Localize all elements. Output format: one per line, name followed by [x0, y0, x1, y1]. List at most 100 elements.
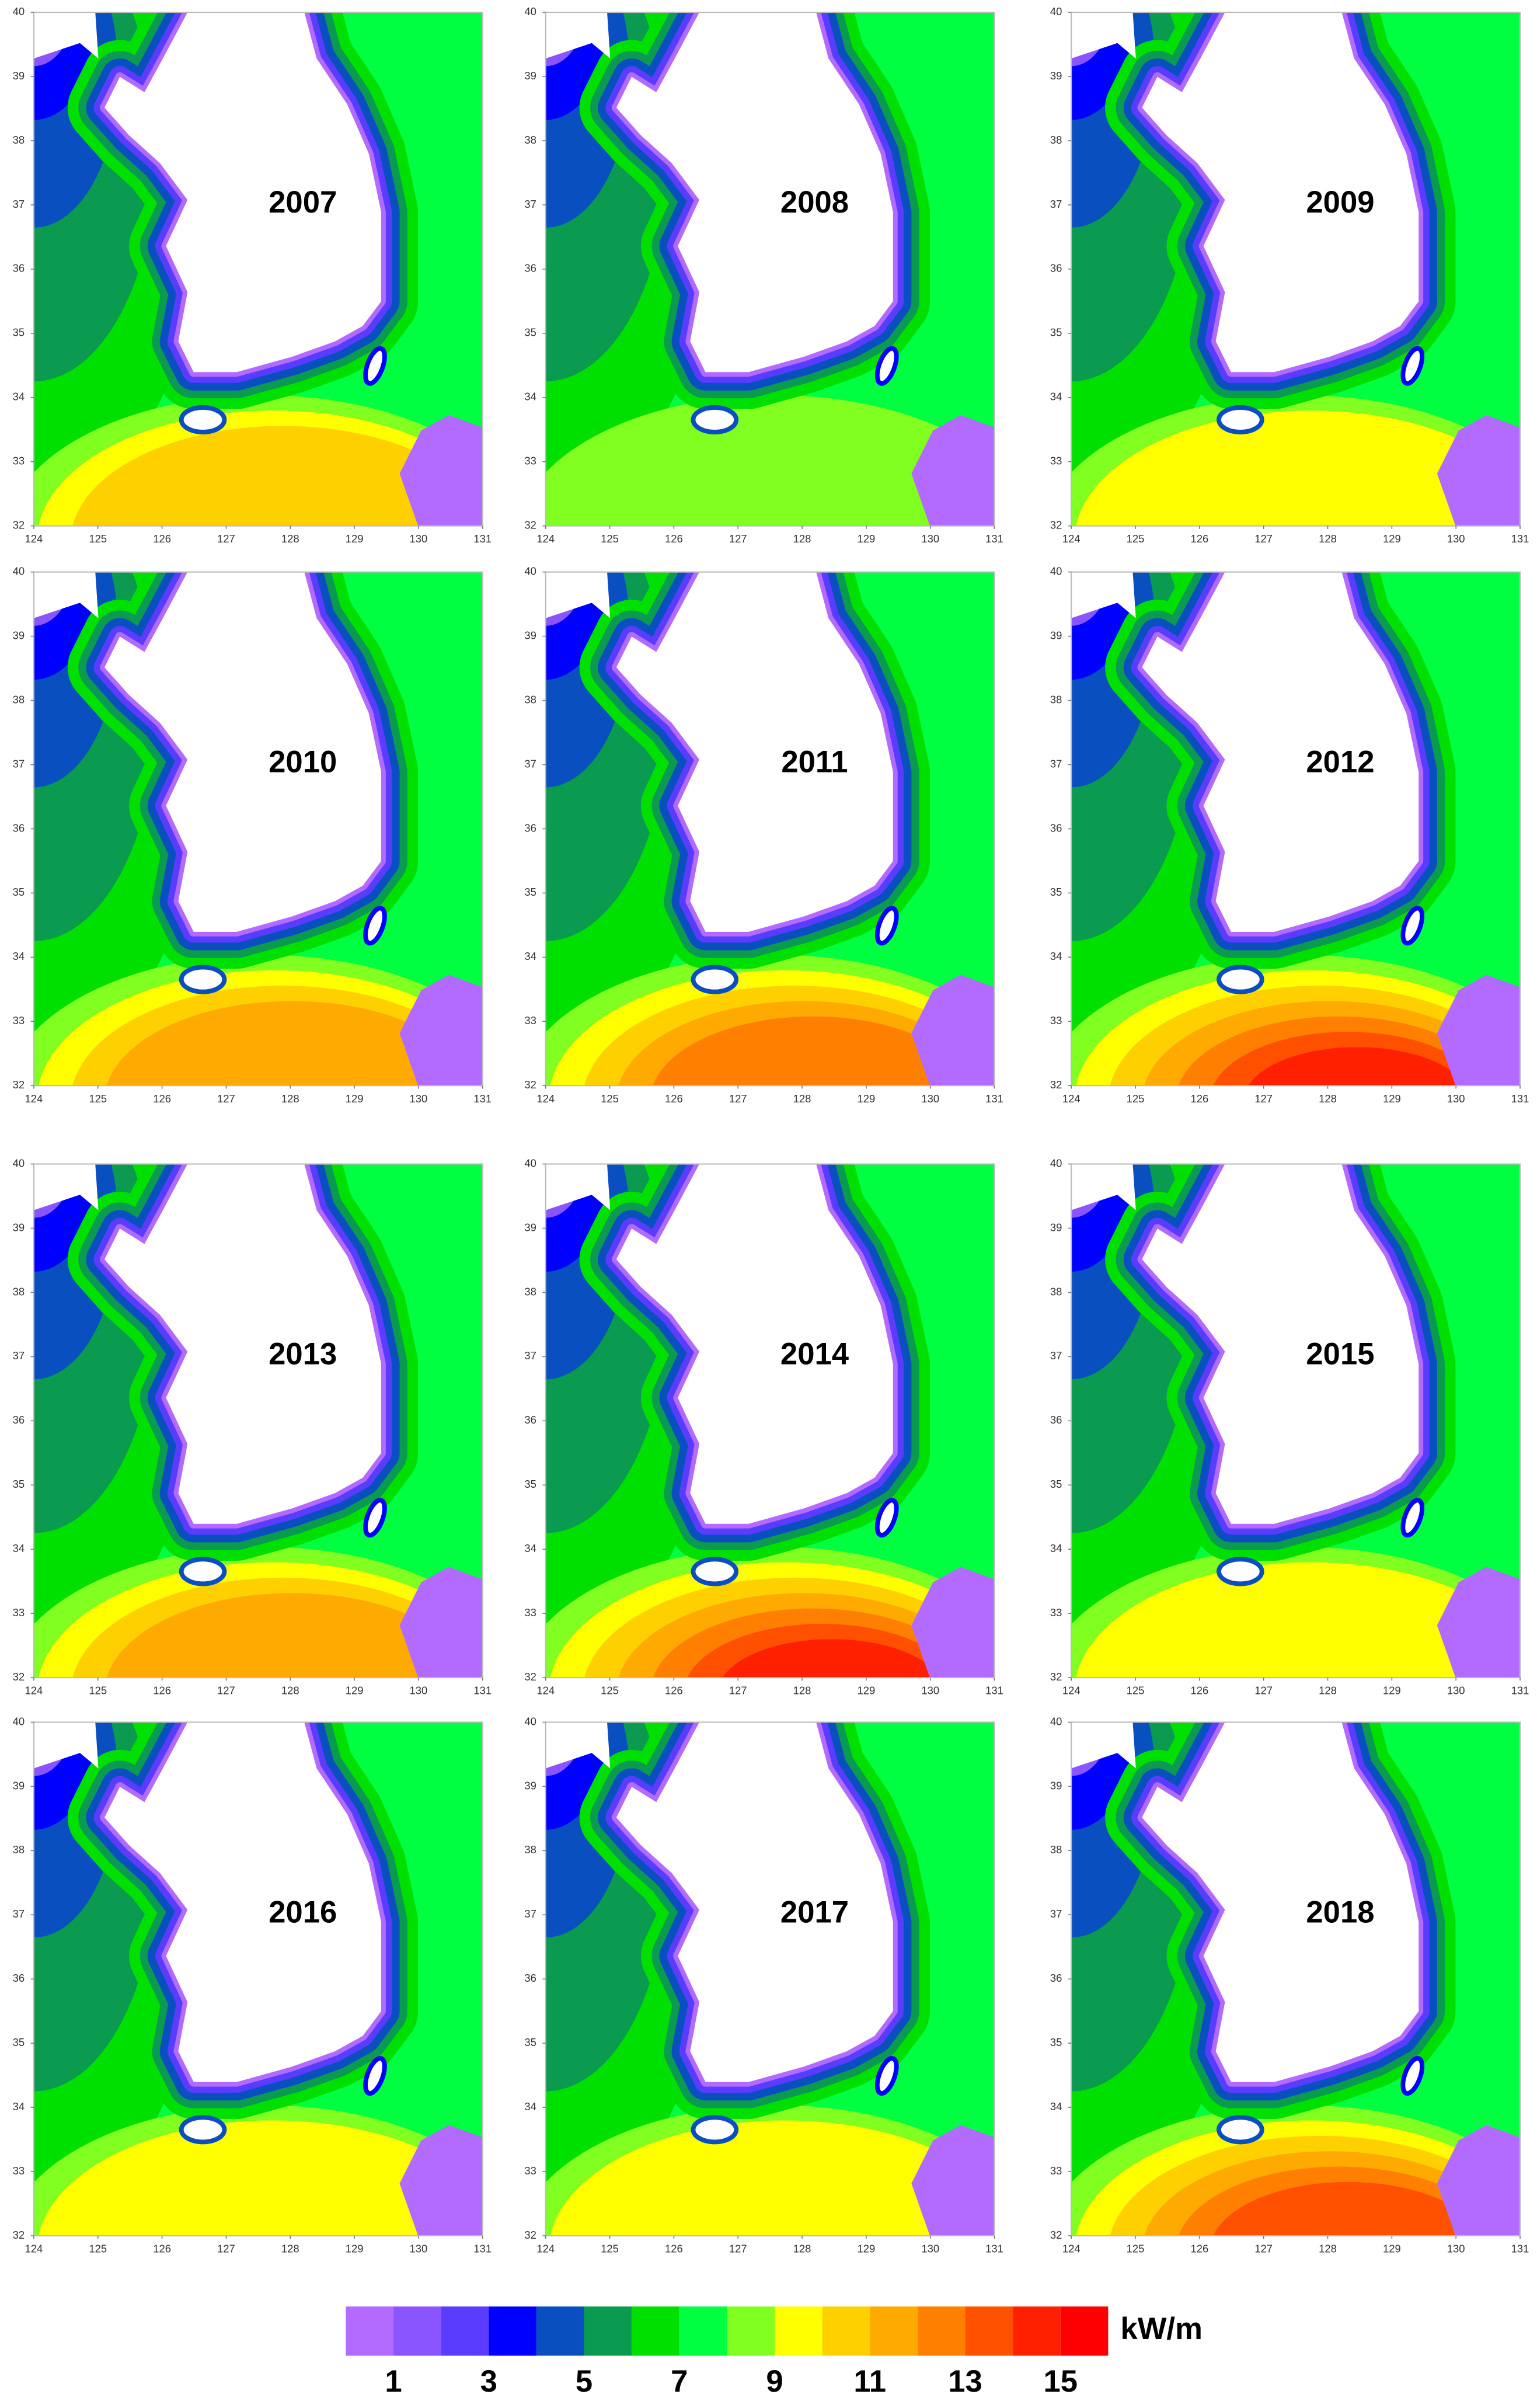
y-tick-label: 38	[524, 1843, 536, 1856]
x-tick-label: 128	[281, 2243, 299, 2255]
x-tick-label: 129	[858, 533, 876, 545]
x-tick-label: 128	[793, 1685, 811, 1697]
colorbar-swatch	[441, 2306, 489, 2356]
map-field	[1071, 572, 1521, 1086]
x-tick-label: 124	[1062, 1685, 1081, 1697]
contour-band	[1248, 1047, 1466, 1086]
y-tick-label: 36	[1050, 1414, 1062, 1426]
x-tick-label: 125	[601, 2243, 619, 2255]
x-tick-label: 129	[346, 533, 364, 545]
y-tick-label: 38	[1050, 134, 1062, 146]
y-tick-label: 39	[1050, 1221, 1062, 1233]
y-tick-label: 34	[524, 1542, 536, 1554]
island	[691, 965, 739, 994]
x-tick-label: 129	[858, 2243, 876, 2255]
y-tick-label: 38	[13, 1843, 25, 1856]
y-tick-label: 38	[1050, 1843, 1062, 1856]
y-tick-label: 32	[13, 2229, 25, 2241]
y-tick-label: 36	[13, 262, 25, 274]
y-tick-label: 33	[524, 2165, 536, 2177]
land	[616, 12, 893, 373]
y-tick-label: 32	[13, 1671, 25, 1683]
y-tick-label: 37	[524, 198, 536, 210]
island	[179, 2115, 227, 2145]
y-tick-label: 37	[13, 1908, 25, 1920]
y-tick-label: 38	[13, 134, 25, 146]
colorbar-swatch	[584, 2306, 632, 2356]
colorbar-swatch	[727, 2306, 775, 2356]
land	[616, 1164, 893, 1524]
island	[874, 2056, 899, 2096]
island	[1400, 906, 1425, 946]
y-tick-label: 33	[13, 1014, 25, 1026]
map-panel: 2018 124 125 126 127 128 129 130 131 32 33 34 35 36 37…	[1050, 1715, 1529, 2255]
colorbar-swatch	[917, 2306, 966, 2356]
land	[545, 12, 611, 59]
colorbar-swatch	[489, 2306, 536, 2356]
y-tick-label: 37	[1050, 198, 1062, 210]
colorbar-label: 1	[385, 2364, 402, 2399]
coastal-band	[911, 415, 995, 526]
island	[1217, 1557, 1264, 1586]
island	[179, 1557, 227, 1586]
x-tick-label: 126	[665, 1092, 683, 1105]
y-tick-label: 32	[524, 519, 536, 531]
x-tick-label: 130	[921, 533, 939, 545]
x-tick-label: 129	[1383, 533, 1401, 545]
y-tick-label: 32	[1050, 519, 1062, 531]
y-tick-label: 38	[1050, 693, 1062, 705]
y-tick-label: 40	[1050, 1715, 1062, 1727]
island	[363, 906, 387, 946]
year-label: 2010	[269, 745, 337, 780]
x-tick-label: 125	[1127, 2243, 1145, 2255]
y-tick-label: 40	[524, 565, 536, 577]
x-tick-label: 128	[1319, 1685, 1337, 1697]
y-tick-label: 35	[13, 1478, 25, 1490]
y-tick-label: 36	[524, 822, 536, 834]
y-tick-label: 40	[13, 565, 25, 577]
map-field	[545, 1722, 995, 2236]
x-tick-label: 128	[793, 533, 811, 545]
coastal-band	[911, 1567, 995, 1678]
year-label: 2016	[269, 1895, 337, 1930]
x-tick-label: 129	[858, 1092, 876, 1105]
y-tick-label: 37	[1050, 1349, 1062, 1362]
map-field	[545, 12, 995, 526]
year-label: 2013	[269, 1337, 337, 1372]
colorbar-swatch	[870, 2306, 918, 2356]
island	[691, 2115, 739, 2145]
y-tick-label: 39	[13, 629, 25, 641]
x-tick-label: 126	[1190, 2243, 1208, 2255]
island	[363, 1498, 387, 1538]
x-tick-label: 130	[1447, 533, 1465, 545]
island	[1400, 1498, 1425, 1538]
x-tick-label: 125	[601, 1685, 619, 1697]
land	[104, 572, 381, 932]
map-field	[545, 1164, 995, 1678]
x-tick-label: 125	[89, 1092, 107, 1105]
y-tick-label: 32	[13, 519, 25, 531]
map-panel: 2007 124 125 126 127 128 129 130 131 32 33 34 35 36 37…	[13, 5, 492, 545]
land	[1071, 1722, 1136, 1769]
y-tick-label: 33	[13, 455, 25, 467]
land	[1071, 1164, 1136, 1210]
x-tick-label: 126	[1190, 1092, 1208, 1105]
y-tick-label: 36	[524, 1414, 536, 1426]
x-tick-label: 125	[89, 1685, 107, 1697]
y-tick-label: 33	[524, 455, 536, 467]
land	[545, 1164, 611, 1210]
y-tick-label: 33	[1050, 2165, 1062, 2177]
x-tick-label: 127	[729, 2243, 747, 2255]
x-tick-label: 129	[346, 1685, 364, 1697]
colorbar-swatch	[536, 2306, 584, 2356]
y-tick-label: 36	[524, 1972, 536, 1984]
x-tick-label: 128	[1319, 533, 1337, 545]
island	[363, 346, 387, 386]
x-tick-label: 130	[410, 2243, 428, 2255]
year-label: 2012	[1306, 745, 1374, 780]
land	[616, 572, 893, 932]
x-tick-label: 128	[281, 533, 299, 545]
x-tick-label: 128	[1319, 2243, 1337, 2255]
land	[1071, 12, 1136, 59]
